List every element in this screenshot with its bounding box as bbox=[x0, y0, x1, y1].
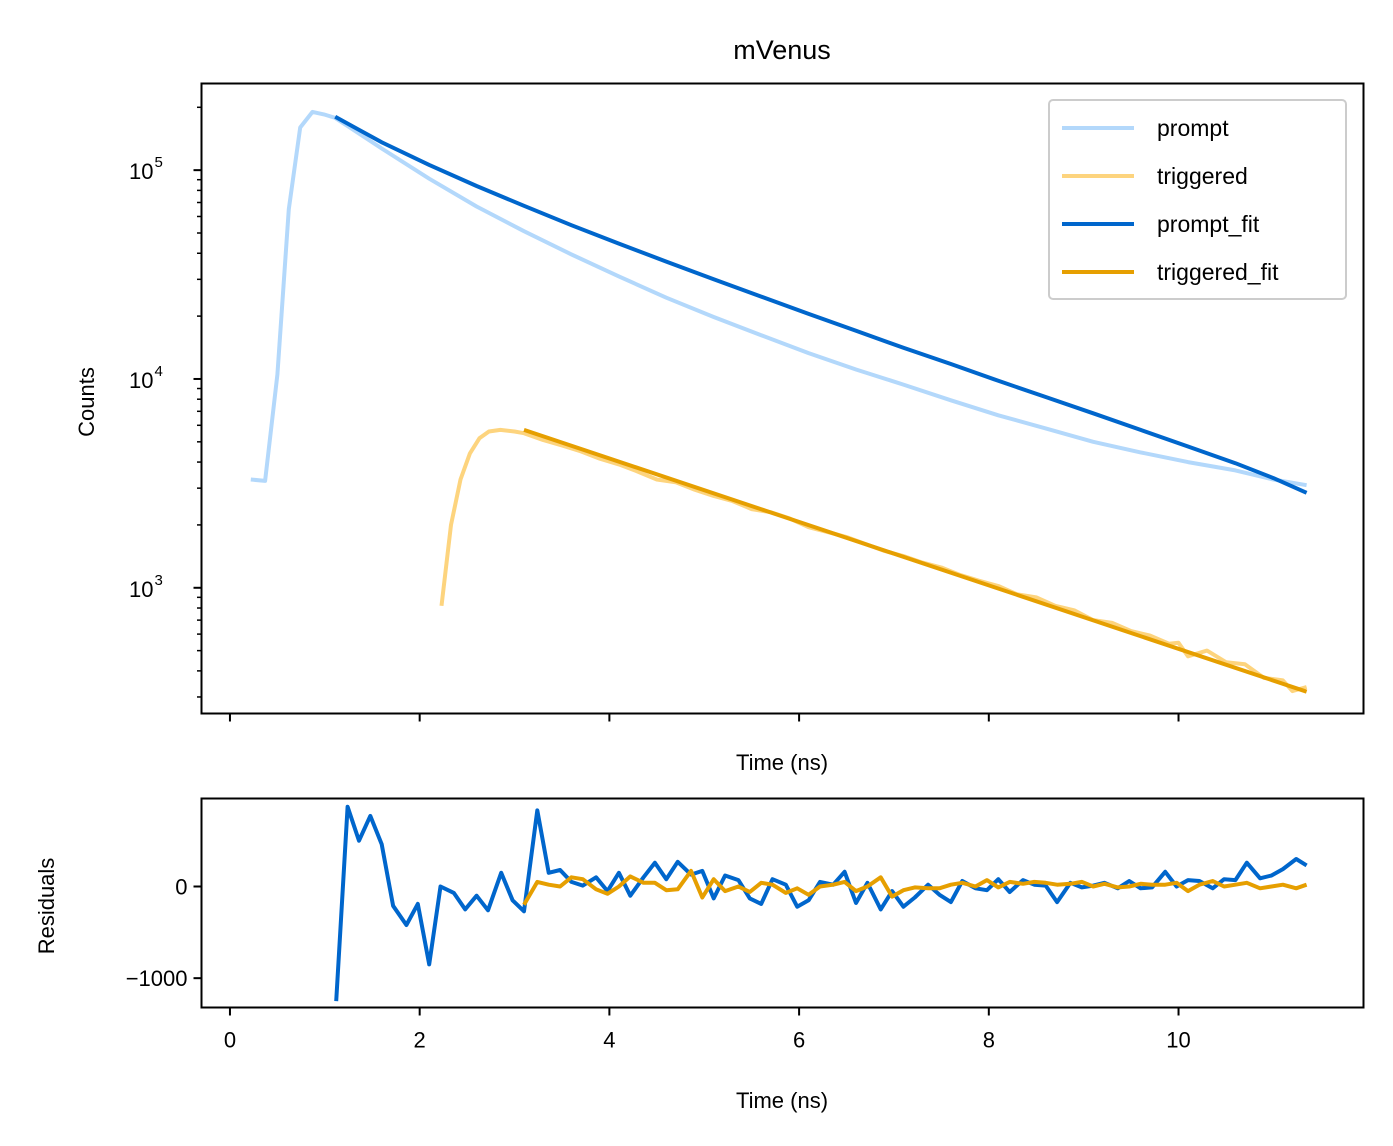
residuals-y-axis: 0 −1000 bbox=[126, 875, 202, 991]
prompt-line bbox=[250, 109, 1307, 488]
prompt-fit-line bbox=[334, 115, 1308, 495]
legend-label-prompt-fit: prompt_fit bbox=[1157, 211, 1260, 237]
counts-y-tick-label: 10 bbox=[129, 577, 153, 602]
counts-y-tick-label: 10 bbox=[129, 368, 153, 393]
residuals-x-axis-label: Time (ns) bbox=[736, 1088, 828, 1113]
counts-y-tick-exponent: 5 bbox=[155, 154, 163, 171]
triggered-residuals-line bbox=[522, 868, 1308, 906]
counts-y-tick-exponent: 4 bbox=[155, 363, 163, 380]
residuals-x-axis: 0 2 4 6 8 10 bbox=[224, 1007, 1191, 1053]
counts-y-tick-label: 10 bbox=[129, 159, 153, 184]
residuals-x-tick-label: 6 bbox=[793, 1028, 805, 1053]
legend-box bbox=[1048, 99, 1347, 300]
residuals-series-group bbox=[334, 804, 1308, 1002]
residuals-y-tick-label: 0 bbox=[175, 875, 187, 900]
counts-y-tick-exponent: 3 bbox=[155, 572, 163, 589]
residuals-x-tick-label: 10 bbox=[1166, 1028, 1190, 1053]
legend: prompt triggered prompt_fit triggered_fit bbox=[1048, 99, 1347, 300]
counts-x-axis bbox=[228, 713, 1180, 722]
chart-title: mVenus bbox=[733, 35, 831, 65]
counts-y-axis-label: Counts bbox=[74, 367, 99, 437]
legend-label-triggered-fit: triggered_fit bbox=[1157, 259, 1279, 285]
counts-series-group bbox=[250, 109, 1308, 694]
residuals-x-tick-label: 4 bbox=[603, 1028, 615, 1053]
counts-x-axis-label: Time (ns) bbox=[736, 750, 828, 775]
residuals-x-tick-label: 2 bbox=[414, 1028, 426, 1053]
residuals-panel: 0 −1000 0 2 4 6 8 10 Time (ns) Residuals bbox=[34, 797, 1365, 1113]
legend-label-prompt: prompt bbox=[1157, 115, 1229, 141]
legend-entries: prompt triggered prompt_fit triggered_fit bbox=[1062, 115, 1279, 285]
residuals-x-tick-label: 8 bbox=[983, 1028, 995, 1053]
prompt-residuals-line bbox=[334, 804, 1308, 1002]
residuals-y-axis-label: Residuals bbox=[34, 858, 59, 955]
residuals-x-tick-label: 0 bbox=[224, 1028, 236, 1053]
triggered-fit-line bbox=[523, 428, 1308, 694]
residuals-y-tick-label: −1000 bbox=[126, 966, 188, 991]
residuals-plot-frame bbox=[200, 797, 1365, 1009]
legend-label-triggered: triggered bbox=[1157, 163, 1248, 189]
